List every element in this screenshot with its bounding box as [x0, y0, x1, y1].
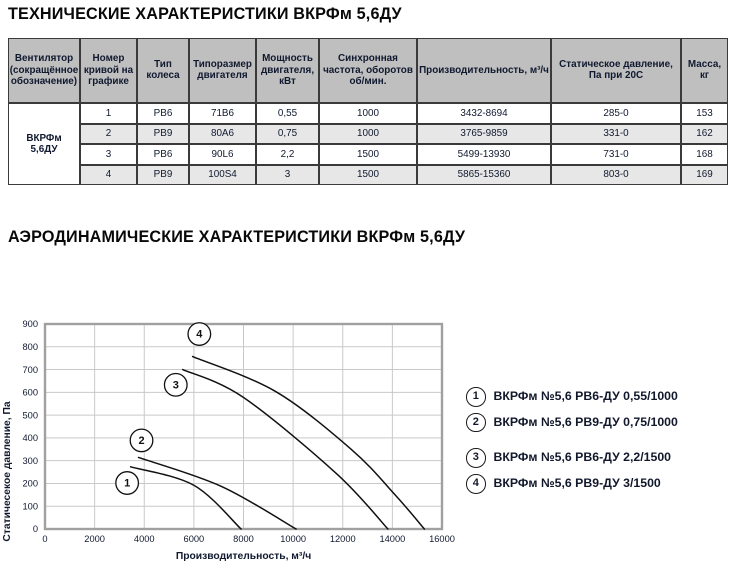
svg-text:14000: 14000	[379, 534, 405, 544]
svg-text:600: 600	[22, 388, 38, 398]
svg-text:Статичесекое давление, Па: Статичесекое давление, Па	[2, 401, 13, 541]
svg-text:300: 300	[22, 456, 38, 466]
svg-text:8000: 8000	[233, 534, 254, 544]
svg-text:0: 0	[42, 534, 47, 544]
svg-text:16000: 16000	[429, 534, 455, 544]
svg-text:0: 0	[33, 524, 38, 534]
svg-text:4: 4	[196, 329, 203, 341]
svg-text:2000: 2000	[84, 534, 105, 544]
svg-text:800: 800	[22, 342, 38, 352]
svg-text:200: 200	[22, 479, 38, 489]
svg-text:1: 1	[124, 478, 130, 490]
svg-text:700: 700	[22, 365, 38, 375]
svg-text:900: 900	[22, 319, 38, 329]
svg-text:4000: 4000	[134, 534, 155, 544]
svg-text:2: 2	[138, 435, 144, 447]
svg-text:Производительность, м³/ч: Производительность, м³/ч	[176, 551, 311, 562]
svg-text:6000: 6000	[184, 534, 205, 544]
svg-text:12000: 12000	[330, 534, 356, 544]
svg-text:100: 100	[22, 501, 38, 511]
svg-text:400: 400	[22, 433, 38, 443]
svg-text:500: 500	[22, 410, 38, 420]
svg-text:3: 3	[173, 379, 179, 391]
svg-text:10000: 10000	[280, 534, 306, 544]
